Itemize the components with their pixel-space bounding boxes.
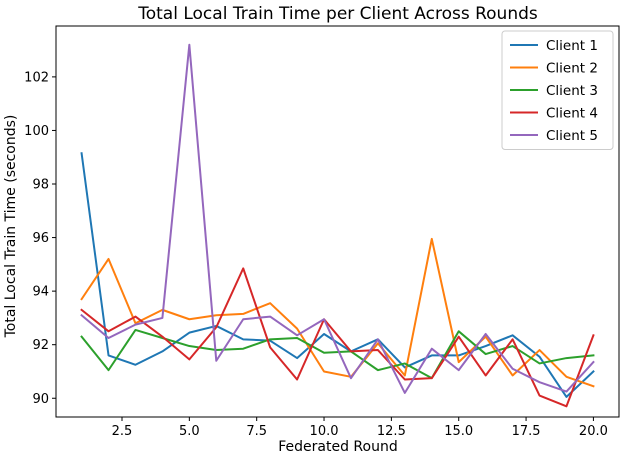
plot-area: 2.5 5.0 7.5 10.0 12.5 15.0 17.5 20.0 90 92 94 96 98 1…: [24, 25, 620, 439]
series-line-1: [80, 152, 595, 398]
x-tick-label: 2.5: [112, 424, 133, 439]
chart-title: Total Local Train Time per Client Across…: [137, 4, 538, 24]
legend: Client 1 Client 2 Client 3 Client 4 Client 5: [501, 30, 614, 150]
y-tick-label: 102: [24, 70, 49, 85]
x-tick-label: 20.0: [579, 424, 608, 439]
legend-label-2: Client 2: [546, 61, 598, 77]
plot-frame: [55, 25, 620, 418]
y-tick-label: 98: [32, 178, 49, 193]
y-axis-title: Total Local Train Time (seconds): [3, 115, 19, 339]
x-tick-label: 15.0: [444, 424, 473, 439]
x-tick-label: 10.0: [310, 424, 339, 439]
y-tick-label: 94: [32, 285, 49, 300]
series-line-4: [80, 267, 595, 408]
legend-label-3: Client 3: [546, 83, 598, 99]
x-tick-label: 7.5: [246, 424, 267, 439]
series-line-5: [80, 43, 595, 394]
y-tick-label: 90: [32, 392, 49, 407]
x-tick-label: 17.5: [512, 424, 541, 439]
x-tick-label: 12.5: [377, 424, 406, 439]
y-tick-label: 96: [32, 231, 49, 246]
y-tick-label: 100: [24, 124, 49, 139]
x-tick-label: 5.0: [179, 424, 200, 439]
series-line-2: [80, 237, 595, 388]
legend-label-5: Client 5: [546, 128, 598, 144]
x-axis-title: Federated Round: [278, 439, 397, 455]
legend-label-4: Client 4: [546, 106, 598, 122]
legend-box: [501, 30, 614, 150]
y-tick-label: 92: [32, 338, 49, 353]
legend-label-1: Client 1: [546, 38, 598, 54]
